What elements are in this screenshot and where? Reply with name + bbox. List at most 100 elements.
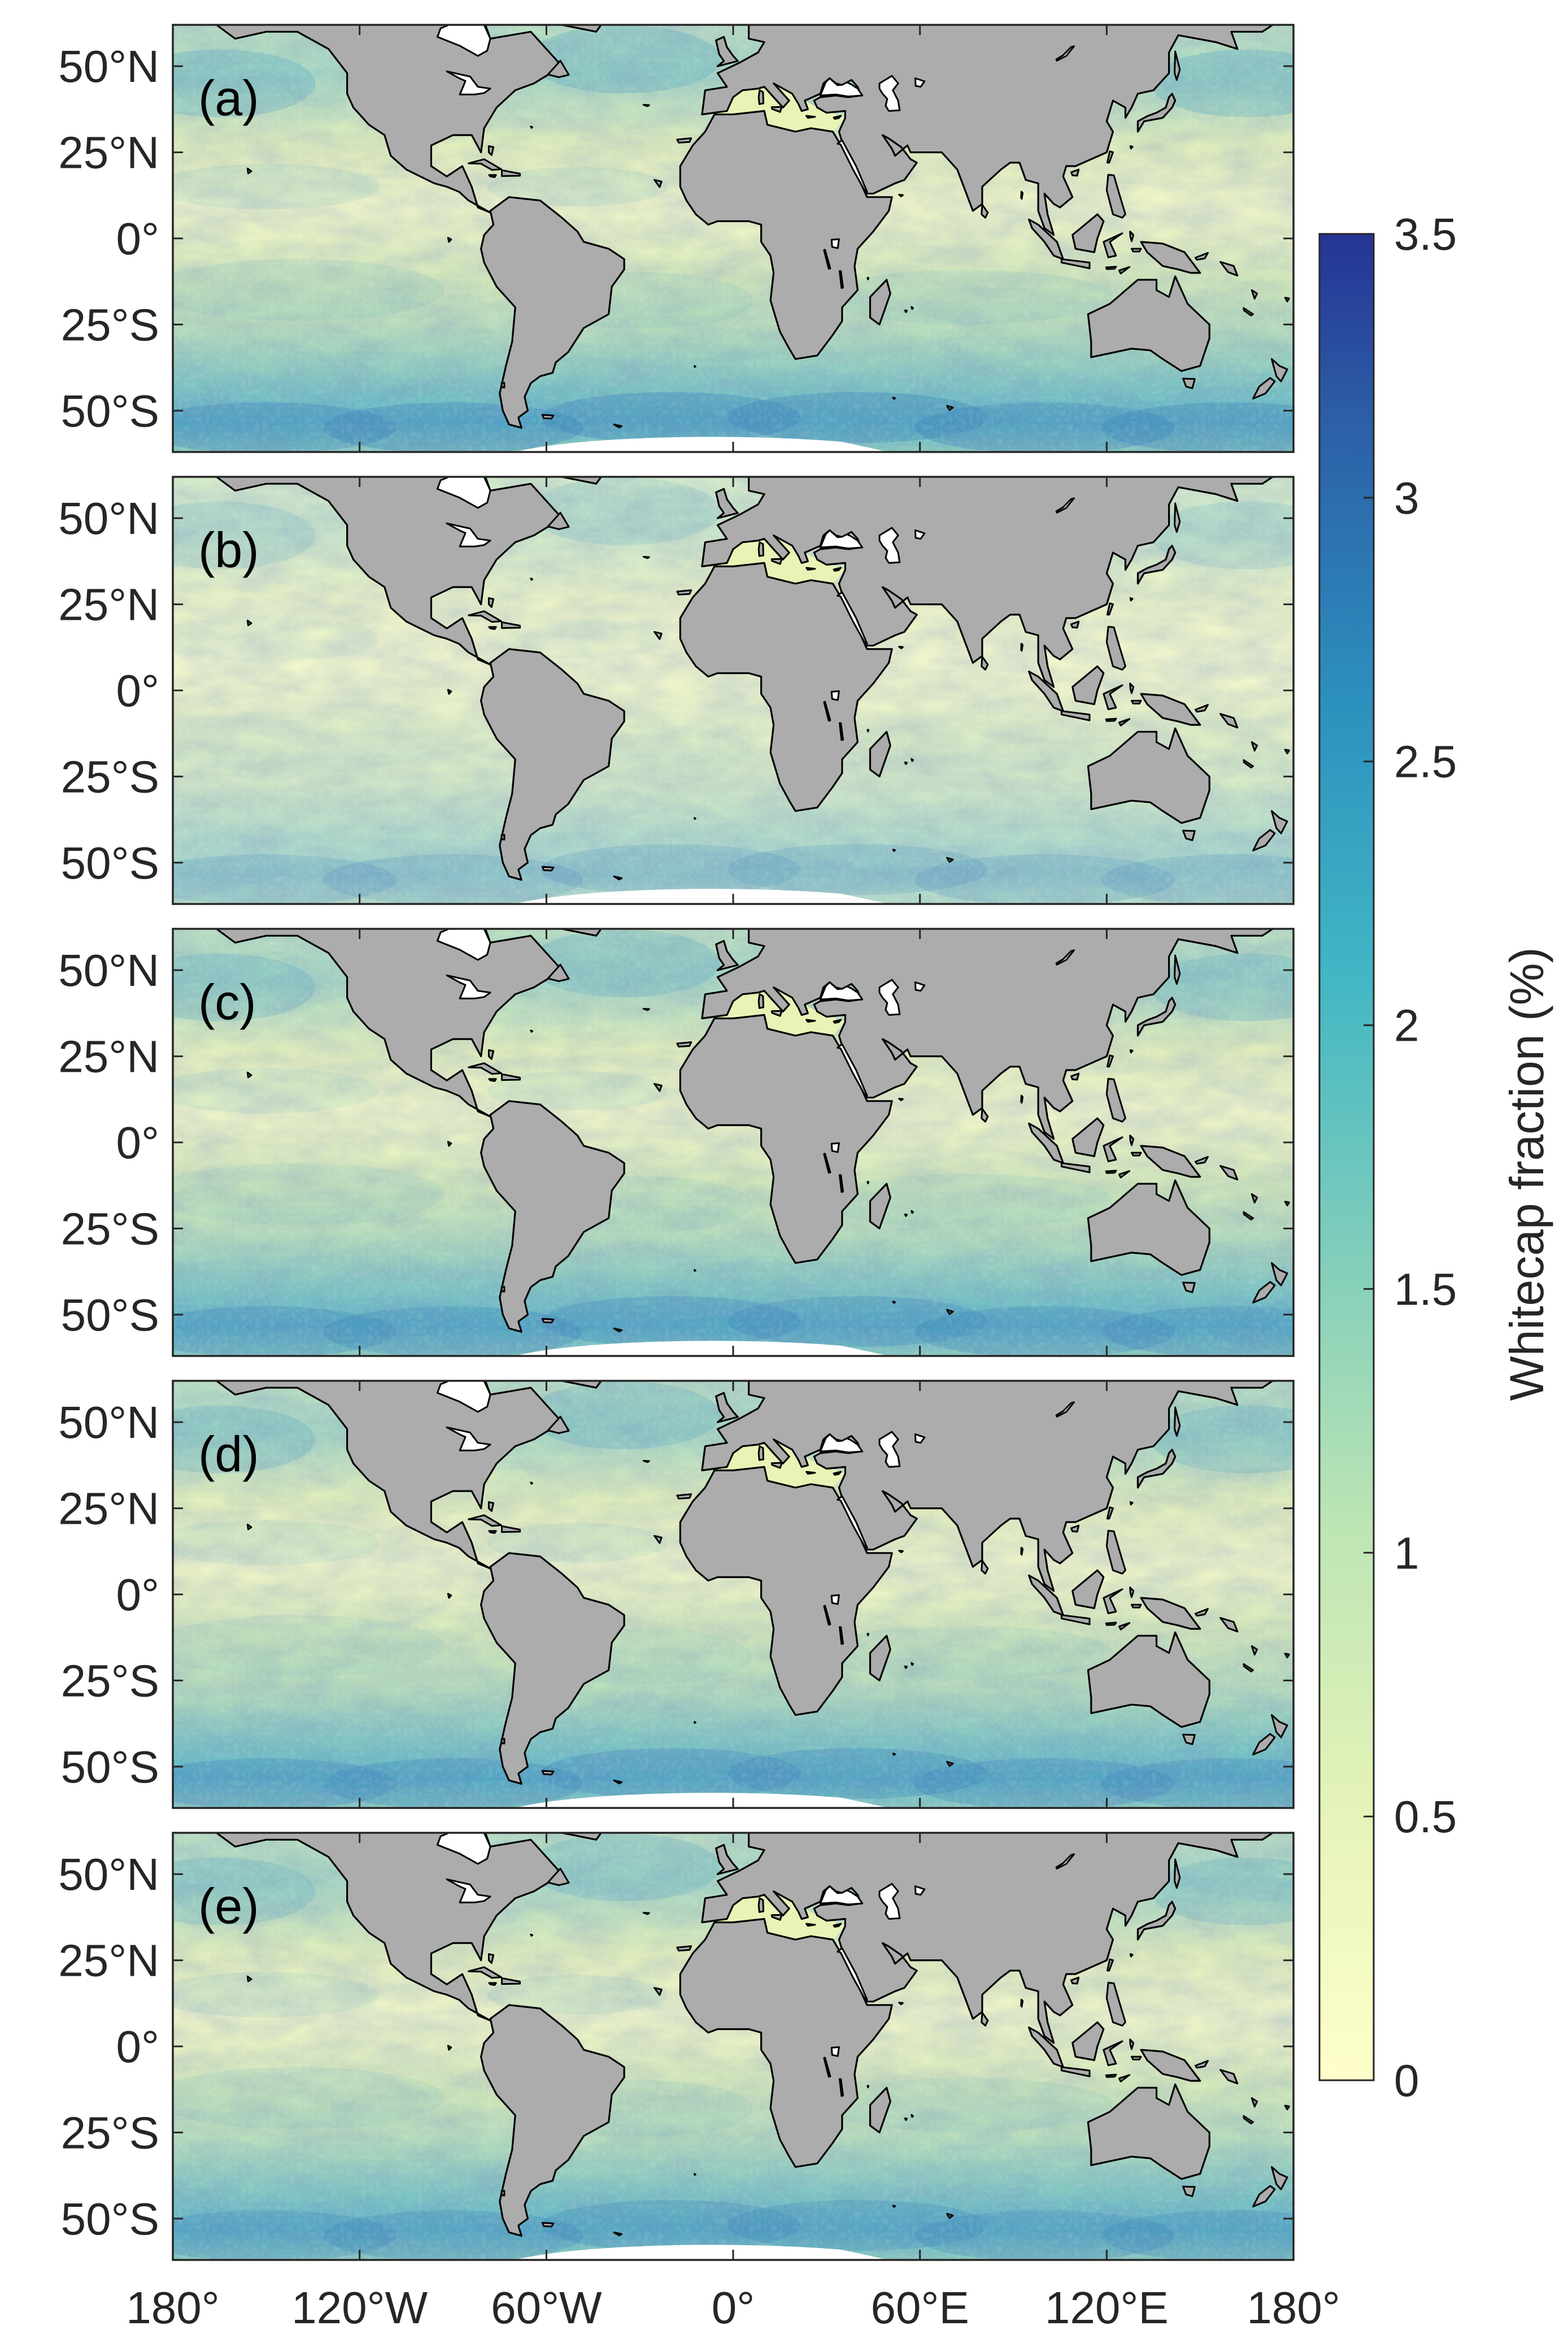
bermuda <box>530 1933 533 1937</box>
southern-chile-island <box>500 834 506 841</box>
andaman <box>1020 1546 1023 1556</box>
new-caledonia <box>1243 1663 1254 1673</box>
bermuda <box>530 1029 533 1033</box>
falklands <box>541 2222 555 2228</box>
halmahera <box>1129 1586 1135 1598</box>
lat-tick-label: 50°N <box>58 1397 159 1447</box>
fiji <box>1284 1201 1290 1207</box>
newfoundland <box>547 1867 570 1886</box>
iceland <box>659 1818 691 1828</box>
bahamas <box>487 1501 495 1512</box>
panel-label: (b) <box>198 522 259 578</box>
panel-label: (c) <box>198 974 256 1030</box>
africa <box>679 110 893 360</box>
comoros <box>866 2085 870 2089</box>
hispaniola <box>501 169 521 177</box>
tristan <box>694 365 696 368</box>
caspian-sea <box>878 1431 901 1468</box>
falklands <box>541 414 555 420</box>
azores <box>642 1007 650 1011</box>
hispaniola <box>501 621 521 629</box>
mauritius <box>911 2114 914 2118</box>
map-panel-b: (b) 50°N 25°N 0° 25°S 50°S <box>58 476 1295 905</box>
sicily <box>770 1914 783 1921</box>
great-lakes <box>446 1426 491 1451</box>
south-america <box>480 1100 625 1333</box>
lat-tick-label: 25°S <box>61 1203 159 1254</box>
new-zealand-south <box>1252 1733 1276 1755</box>
lat-tick-label: 50°S <box>61 838 159 888</box>
lat-tick-label: 25°N <box>58 128 159 178</box>
crozet <box>892 2205 896 2208</box>
lake-victoria <box>830 1594 840 1605</box>
galapagos <box>447 237 452 243</box>
lake-baikal <box>1055 1853 1075 1870</box>
crozet <box>892 1301 896 1304</box>
socotra <box>898 1098 904 1102</box>
red-sea-void <box>837 1947 868 2001</box>
sulawesi <box>1103 232 1123 258</box>
hudson-bay <box>436 477 491 509</box>
canary <box>676 1493 692 1499</box>
lat-tick-label: 25°S <box>61 1655 159 1706</box>
philippines <box>1105 625 1126 671</box>
kerguelen <box>946 405 954 411</box>
hawaii <box>246 1523 252 1531</box>
new-guinea <box>1140 1597 1201 1630</box>
taiwan <box>1106 1054 1114 1068</box>
australia <box>1087 1631 1210 1728</box>
seram <box>1130 2055 1142 2061</box>
galapagos <box>447 1593 452 1599</box>
borneo <box>1072 665 1105 706</box>
taiwan <box>1106 1506 1114 1520</box>
canary <box>676 137 692 144</box>
great-britain <box>715 488 739 519</box>
south-georgia <box>613 875 623 881</box>
new-britain <box>1194 2060 1209 2069</box>
madagascar <box>869 279 891 326</box>
colorbar-tick-label: 2 <box>1394 1001 1419 1051</box>
greenland <box>561 1833 603 1841</box>
tristan <box>694 1721 696 1724</box>
sicily <box>770 1462 783 1469</box>
lake-tanganyika <box>823 701 831 722</box>
flores <box>1105 718 1117 722</box>
sardinia-corsica <box>757 1445 764 1461</box>
hawaii <box>246 167 252 175</box>
great-britain <box>715 1844 739 1875</box>
timor <box>1118 1170 1131 1179</box>
ryukyu <box>1129 597 1134 602</box>
java <box>1060 1614 1091 1625</box>
fiji <box>1284 749 1290 755</box>
new-caledonia <box>1243 307 1254 317</box>
lat-tick-label: 25°S <box>61 299 159 350</box>
south-georgia <box>613 2231 623 2237</box>
lat-tick-label: 50°S <box>61 2194 159 2244</box>
map-panel-e: (e) 50°N 25°N 0° 25°S 50°S <box>58 1818 1295 2261</box>
colorbar-title: Whitecap fraction (%) <box>1500 947 1553 1401</box>
southern-chile-island <box>500 382 506 389</box>
great-lakes <box>446 522 491 547</box>
java <box>1060 710 1091 721</box>
map-body <box>173 1818 1293 2260</box>
tasmania <box>1182 377 1196 389</box>
java <box>1060 2066 1091 2077</box>
panel-label: (d) <box>198 1426 259 1482</box>
colorbar-tick-label: 1.5 <box>1394 1264 1457 1314</box>
cuba <box>468 1062 502 1075</box>
greenland <box>561 1381 603 1389</box>
crete <box>805 1471 816 1475</box>
seram <box>1130 699 1142 705</box>
sulawesi <box>1103 1588 1123 1614</box>
hudson-bay <box>436 25 491 57</box>
flores <box>1105 266 1117 270</box>
newfoundland <box>547 511 570 531</box>
crozet <box>892 397 896 400</box>
reunion <box>904 761 908 765</box>
galapagos <box>447 1141 452 1147</box>
cape-verde <box>654 1083 663 1092</box>
tasmania <box>1182 829 1196 841</box>
map-body <box>173 25 1293 452</box>
hawaii <box>246 1071 252 1079</box>
